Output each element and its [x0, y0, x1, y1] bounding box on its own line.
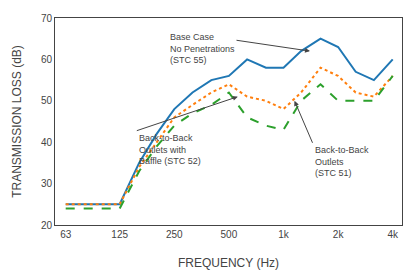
svg-text:30: 30: [41, 178, 53, 189]
svg-text:Base CaseNo Penetrations(STC 5: Base CaseNo Penetrations(STC 55): [170, 32, 235, 65]
svg-text:FREQUENCY (Hz): FREQUENCY (Hz): [178, 256, 279, 270]
svg-text:50: 50: [41, 95, 53, 106]
svg-text:Back-to-BackOutlets(STC 51): Back-to-BackOutlets(STC 51): [315, 145, 369, 178]
svg-text:500: 500: [221, 229, 238, 240]
svg-text:2k: 2k: [333, 229, 345, 240]
svg-text:125: 125: [111, 229, 128, 240]
svg-text:4k: 4k: [387, 229, 399, 240]
svg-text:60: 60: [41, 54, 53, 65]
svg-text:63: 63: [60, 229, 72, 240]
svg-text:40: 40: [41, 137, 53, 148]
svg-text:20: 20: [41, 220, 53, 231]
svg-text:70: 70: [41, 13, 53, 24]
svg-text:1k: 1k: [278, 229, 290, 240]
svg-text:250: 250: [166, 229, 183, 240]
svg-text:TRANSMISSION LOSS (dB): TRANSMISSION LOSS (dB): [10, 45, 24, 198]
svg-text:Back-to-BackOutlets withBaffle: Back-to-BackOutlets withBaffle (STC 52): [139, 133, 201, 166]
